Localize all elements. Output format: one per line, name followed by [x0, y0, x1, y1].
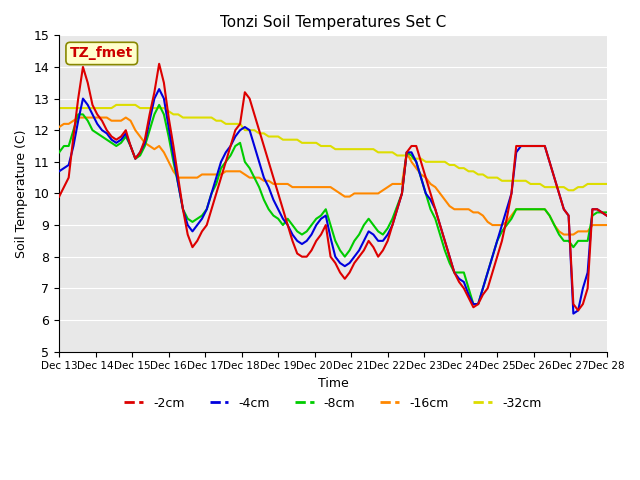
- -4cm: [570, 311, 577, 316]
- -32cm: [570, 187, 577, 193]
- Line: -4cm: -4cm: [59, 89, 607, 313]
- -32cm: [394, 153, 401, 158]
- -32cm: [427, 159, 435, 165]
- -8cm: [470, 301, 477, 307]
- -8cm: [246, 165, 253, 171]
- -2cm: [603, 213, 611, 218]
- -4cm: [246, 127, 253, 133]
- -8cm: [570, 244, 577, 250]
- -8cm: [522, 206, 529, 212]
- -4cm: [394, 206, 401, 212]
- -16cm: [560, 232, 568, 238]
- -16cm: [74, 115, 82, 120]
- -4cm: [517, 143, 525, 149]
- -32cm: [55, 105, 63, 111]
- -16cm: [394, 181, 401, 187]
- -16cm: [246, 175, 253, 180]
- -4cm: [427, 197, 435, 203]
- -2cm: [564, 213, 572, 218]
- X-axis label: Time: Time: [317, 377, 348, 390]
- -16cm: [427, 181, 435, 187]
- -8cm: [427, 206, 435, 212]
- Y-axis label: Soil Temperature (C): Soil Temperature (C): [15, 129, 28, 258]
- -4cm: [603, 213, 611, 218]
- -4cm: [564, 213, 572, 218]
- -32cm: [503, 178, 511, 184]
- Title: Tonzi Soil Temperatures Set C: Tonzi Soil Temperatures Set C: [220, 15, 446, 30]
- -2cm: [156, 61, 163, 67]
- -16cm: [603, 222, 611, 228]
- Line: -2cm: -2cm: [59, 64, 607, 311]
- -8cm: [603, 210, 611, 216]
- Text: TZ_fmet: TZ_fmet: [70, 47, 133, 60]
- -16cm: [517, 206, 525, 212]
- -4cm: [503, 206, 511, 212]
- -2cm: [517, 143, 525, 149]
- -32cm: [246, 127, 253, 133]
- Legend: -2cm, -4cm, -8cm, -16cm, -32cm: -2cm, -4cm, -8cm, -16cm, -32cm: [119, 392, 547, 415]
- -8cm: [394, 203, 401, 209]
- -2cm: [427, 191, 435, 196]
- -16cm: [570, 232, 577, 238]
- -8cm: [508, 216, 515, 222]
- Line: -8cm: -8cm: [59, 105, 607, 304]
- -2cm: [246, 96, 253, 101]
- -32cm: [564, 187, 572, 193]
- -2cm: [55, 194, 63, 200]
- -16cm: [55, 124, 63, 130]
- -16cm: [503, 219, 511, 225]
- -8cm: [156, 102, 163, 108]
- -32cm: [113, 102, 120, 108]
- -2cm: [394, 206, 401, 212]
- Line: -16cm: -16cm: [59, 118, 607, 235]
- -8cm: [55, 149, 63, 155]
- -4cm: [156, 86, 163, 92]
- -32cm: [603, 181, 611, 187]
- -32cm: [517, 178, 525, 184]
- -4cm: [55, 168, 63, 174]
- -2cm: [574, 308, 582, 313]
- -2cm: [503, 216, 511, 222]
- Line: -32cm: -32cm: [59, 105, 607, 190]
